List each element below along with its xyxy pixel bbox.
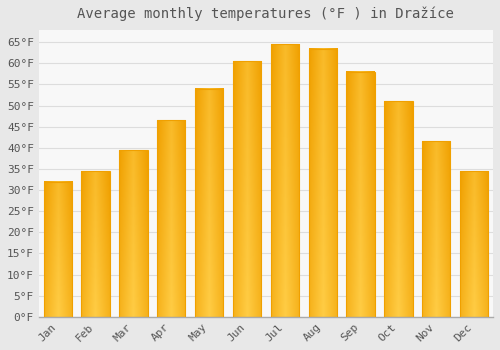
Bar bbox=[233, 61, 261, 317]
Bar bbox=[308, 49, 337, 317]
Bar bbox=[384, 102, 412, 317]
Bar bbox=[422, 141, 450, 317]
Bar bbox=[460, 171, 488, 317]
Bar bbox=[44, 182, 72, 317]
Bar bbox=[44, 182, 72, 317]
Bar bbox=[157, 120, 186, 317]
Bar bbox=[270, 44, 299, 317]
Bar bbox=[119, 150, 148, 317]
Bar bbox=[346, 72, 375, 317]
Bar bbox=[195, 89, 224, 317]
Bar bbox=[346, 72, 375, 317]
Title: Average monthly temperatures (°F ) in Dražíce: Average monthly temperatures (°F ) in Dr… bbox=[78, 7, 454, 21]
Bar bbox=[195, 89, 224, 317]
Bar bbox=[422, 141, 450, 317]
Bar bbox=[460, 171, 488, 317]
Bar bbox=[384, 102, 412, 317]
Bar bbox=[270, 44, 299, 317]
Bar bbox=[157, 120, 186, 317]
Bar bbox=[82, 171, 110, 317]
Bar bbox=[233, 61, 261, 317]
Bar bbox=[82, 171, 110, 317]
Bar bbox=[308, 49, 337, 317]
Bar bbox=[119, 150, 148, 317]
